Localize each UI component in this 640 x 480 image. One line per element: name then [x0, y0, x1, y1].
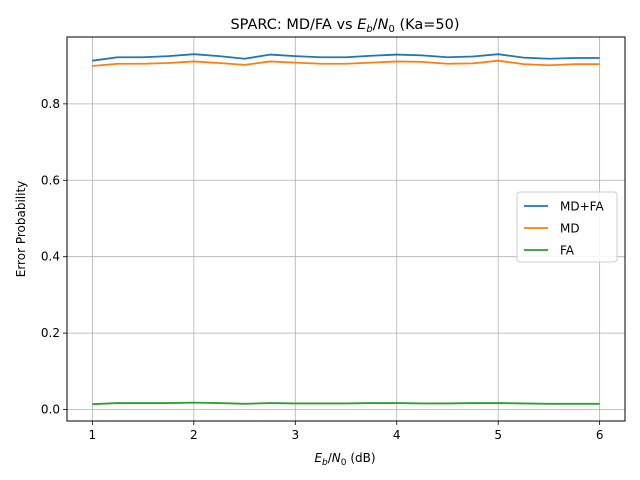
x-tick-label: 5 — [494, 428, 502, 442]
x-tick-label: 1 — [89, 428, 97, 442]
y-tick-label: 0.6 — [41, 173, 60, 187]
x-tick-label: 3 — [291, 428, 299, 442]
chart-title: SPARC: MD/FA vs Eb/N0 (Ka=50) — [230, 17, 459, 35]
y-tick-label: 0.4 — [41, 250, 60, 264]
plot-frame — [66, 36, 626, 422]
y-axis-ticks: 0.0 0.2 0.4 0.6 0.8 — [41, 97, 67, 417]
series-line-fa — [92, 401, 600, 406]
series-lines — [92, 53, 600, 406]
legend-label-md: MD — [560, 222, 580, 236]
y-axis-label: Error Probability — [14, 181, 28, 278]
x-tick-label: 6 — [596, 428, 604, 442]
series-line-md-fa — [92, 53, 600, 62]
x-tick-label: 4 — [393, 428, 401, 442]
legend-label-md-fa: MD+FA — [560, 200, 604, 214]
legend: MD+FA MD FA — [516, 191, 618, 263]
x-tick-label: 2 — [190, 428, 198, 442]
series-line-md — [92, 59, 600, 67]
legend-label-fa: FA — [560, 244, 575, 258]
x-axis-ticks: 1 2 3 4 5 6 — [89, 421, 604, 442]
x-axis-label: Eb/N0 (dB) — [314, 451, 375, 468]
y-tick-label: 0.8 — [41, 97, 60, 111]
y-tick-label: 0.0 — [41, 403, 60, 417]
y-tick-label: 0.2 — [41, 326, 60, 340]
legend-box — [516, 191, 618, 263]
